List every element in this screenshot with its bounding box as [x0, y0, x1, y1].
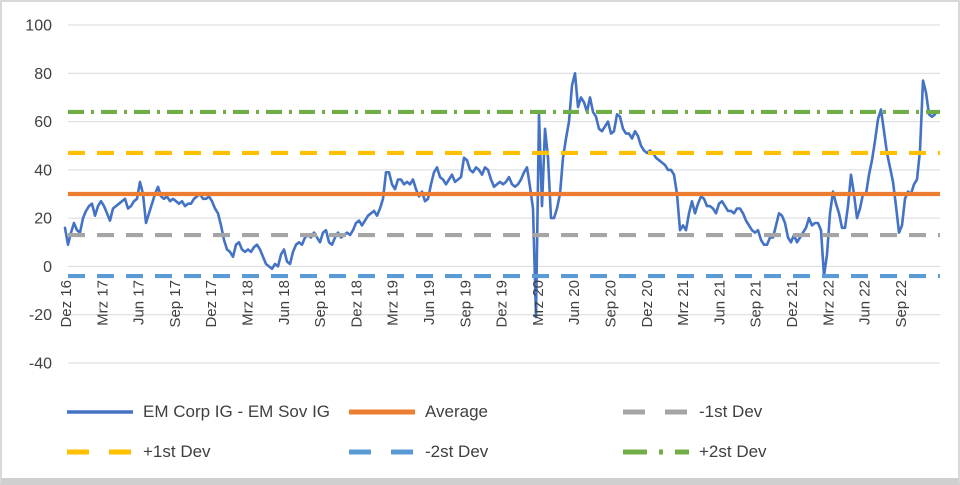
x-tick-label: Mrz 19: [385, 280, 402, 326]
series-em-corp-ig-em-sov-ig: [63, 72, 937, 319]
x-tick-label: Jun 20: [566, 280, 583, 325]
x-tick-label: Sep 21: [748, 280, 765, 328]
x-tick-label: Sep 18: [312, 280, 329, 328]
x-tick-label: Dez 16: [58, 280, 75, 328]
x-tick-label: Jun 18: [276, 280, 293, 325]
x-tick-label: Mrz 21: [675, 280, 692, 326]
x-tick-label: Mrz 20: [530, 280, 547, 326]
x-tick-label: Sep 20: [603, 280, 620, 328]
x-tick-label: Mrz 17: [94, 280, 111, 326]
x-tick-label: Mrz 22: [820, 280, 837, 326]
x-tick-label: Sep 17: [167, 280, 184, 328]
y-tick-label: 100: [25, 18, 52, 35]
y-tick-label: 20: [34, 211, 52, 228]
x-tick-label: Jun 17: [131, 280, 148, 325]
y-tick-label: -20: [29, 307, 52, 324]
x-tick-label: Sep 19: [457, 280, 474, 328]
y-tick-label: 60: [34, 114, 52, 131]
y-tick-label: -40: [29, 356, 52, 373]
x-tick-label: Dez 20: [639, 280, 656, 328]
x-tick-label: Mrz 18: [240, 280, 257, 326]
line-chart: 100 80 60 40 20 0 -20 -40 Dez 16 Mrz 17 Jun 17 Sep …: [25, 18, 940, 373]
x-tick-label: Sep 22: [893, 280, 910, 328]
y-tick-label: 0: [43, 259, 52, 276]
y-tick-label: 40: [34, 162, 52, 179]
x-tick-label: Jun 19: [421, 280, 438, 325]
x-tick-label: Dez 21: [784, 280, 801, 328]
x-tick-label: Dez 19: [494, 280, 511, 328]
x-tick-label: Dez 17: [203, 280, 220, 328]
x-tick-label: Jun 22: [857, 280, 874, 325]
y-tick-label: 80: [34, 66, 52, 83]
x-tick-label: Dez 18: [348, 280, 365, 328]
x-tick-label: Jun 21: [711, 280, 728, 325]
